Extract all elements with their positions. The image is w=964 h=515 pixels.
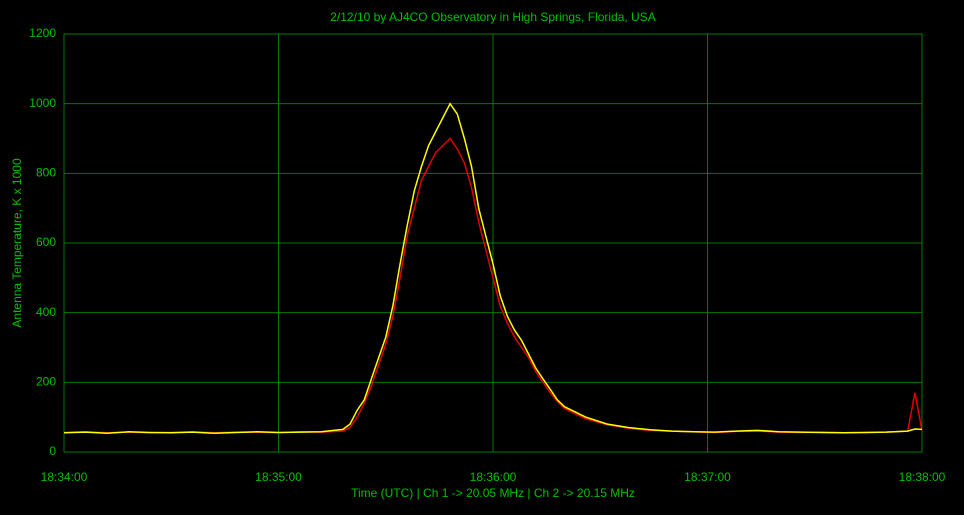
y-tick-label: 200 bbox=[36, 375, 56, 389]
y-tick-label: 800 bbox=[36, 166, 56, 180]
x-tick-label: 18:38:00 bbox=[899, 470, 946, 484]
y-tick-label: 600 bbox=[36, 235, 56, 249]
x-tick-label: 18:37:00 bbox=[684, 470, 731, 484]
x-axis-label: Time (UTC) | Ch 1 -> 20.05 MHz | Ch 2 ->… bbox=[351, 486, 635, 500]
x-tick-label: 18:35:00 bbox=[255, 470, 302, 484]
y-axis-label: Antenna Temperature, K x 1000 bbox=[10, 158, 24, 328]
x-tick-label: 18:36:00 bbox=[470, 470, 517, 484]
y-tick-label: 1000 bbox=[29, 96, 56, 110]
series-line bbox=[63, 102, 923, 434]
x-tick-label: 18:34:00 bbox=[41, 470, 88, 484]
y-tick-label: 400 bbox=[36, 305, 56, 319]
y-tick-label: 1200 bbox=[29, 26, 56, 40]
chart-title: 2/12/10 by AJ4CO Observatory in High Spr… bbox=[330, 10, 655, 24]
y-tick-label: 0 bbox=[49, 444, 56, 458]
